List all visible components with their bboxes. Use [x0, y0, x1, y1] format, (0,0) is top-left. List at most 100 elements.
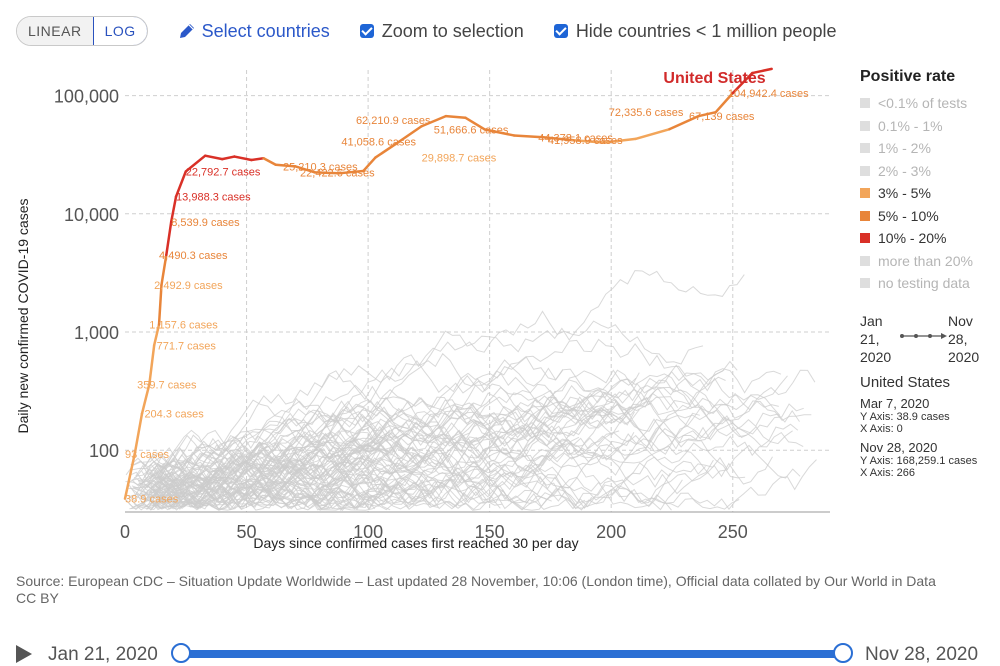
- legend-item[interactable]: 1% - 2%: [860, 137, 1000, 160]
- legend-swatch: [860, 166, 870, 176]
- log-scale-button[interactable]: LOG: [93, 16, 148, 46]
- zoom-to-selection-label: Zoom to selection: [382, 21, 524, 42]
- series-end-x: X Axis: 266: [860, 467, 995, 479]
- series-start-date: Mar 7, 2020: [860, 397, 995, 411]
- series-end-info: Nov 28, 2020 Y Axis: 168,259.1 cases X A…: [860, 441, 995, 479]
- data-label: 72,335.6 cases: [609, 107, 684, 119]
- timeline-end-handle[interactable]: [833, 643, 853, 663]
- us-series-segment: [234, 157, 251, 160]
- us-series-segment: [636, 129, 670, 139]
- range-start-year: 2020: [860, 348, 891, 366]
- data-label: 93 cases: [125, 449, 170, 461]
- license-text: CC BY: [16, 590, 936, 607]
- legend-item-label: 0.1% - 1%: [878, 118, 943, 134]
- hide-small-countries-checkbox[interactable]: Hide countries < 1 million people: [554, 21, 837, 42]
- arrow-right-icon: [900, 332, 948, 340]
- legend-swatch: [860, 121, 870, 131]
- legend-item-label: 5% - 10%: [878, 208, 939, 224]
- us-series-segment: [251, 158, 263, 160]
- timeline-track[interactable]: [180, 650, 842, 658]
- legend-swatch: [860, 233, 870, 243]
- legend-item[interactable]: no testing data: [860, 272, 1000, 295]
- data-label: 67,139 cases: [689, 111, 755, 123]
- source-text: Source: European CDC – Situation Update …: [16, 573, 936, 590]
- data-label: 4,490.3 cases: [159, 250, 228, 262]
- y-tick-label: 10,000: [64, 205, 119, 225]
- data-label: 41,958.9 cases: [548, 135, 623, 147]
- range-start-month: Jan: [860, 312, 891, 330]
- legend-item[interactable]: 10% - 20%: [860, 227, 1000, 250]
- data-label: 62,210.9 cases: [356, 115, 431, 127]
- legend-item[interactable]: <0.1% of tests: [860, 92, 1000, 115]
- us-series-segment: [264, 158, 276, 164]
- range-end-date: Nov 28, 2020: [948, 312, 979, 366]
- legend-item[interactable]: 5% - 10%: [860, 205, 1000, 228]
- legend-items: <0.1% of tests 0.1% - 1% 1% - 2% 2% - 3% 3% …: [860, 92, 1000, 295]
- timeline-start-handle[interactable]: [171, 643, 191, 663]
- us-series-segment: [446, 116, 465, 118]
- legend-swatch: [860, 98, 870, 108]
- range-end-year: 2020: [948, 348, 979, 366]
- data-label: 1,157.6 cases: [149, 319, 218, 331]
- legend-item-label: 1% - 2%: [878, 140, 931, 156]
- checkbox-checked-icon: [554, 24, 568, 38]
- series-start-y: Y Axis: 38.9 cases: [860, 411, 995, 423]
- data-label: 13,988.3 cases: [176, 192, 251, 204]
- data-labels: 38.9 cases 93 cases 204.3 cases 359.7 cases…: [125, 88, 809, 506]
- y-axis-title: Daily new confirmed COVID-19 cases: [15, 199, 31, 434]
- source-note: Source: European CDC – Situation Update …: [16, 573, 936, 607]
- data-label: 771.7 cases: [157, 340, 217, 352]
- series-start-x: X Axis: 0: [860, 423, 995, 435]
- scale-toggle: LINEAR LOG: [16, 16, 148, 46]
- legend-swatch: [860, 188, 870, 198]
- data-label: 104,942.4 cases: [728, 88, 809, 100]
- legend-item[interactable]: 3% - 5%: [860, 182, 1000, 205]
- hide-small-countries-label: Hide countries < 1 million people: [576, 21, 837, 42]
- legend-swatch: [860, 278, 870, 288]
- select-countries-button[interactable]: Select countries: [178, 21, 330, 42]
- range-end-month: Nov: [948, 312, 979, 330]
- series-info-country: United States: [860, 374, 995, 391]
- data-label: 2,492.9 cases: [154, 280, 223, 292]
- data-label: 51,666.6 cases: [434, 124, 509, 136]
- legend-item-label: 2% - 3%: [878, 163, 931, 179]
- legend-swatch: [860, 211, 870, 221]
- data-label: 38.9 cases: [125, 494, 179, 506]
- x-tick-label: 250: [718, 522, 748, 542]
- checkbox-checked-icon: [360, 24, 374, 38]
- data-label: 8,539.9 cases: [171, 217, 240, 229]
- legend-swatch: [860, 143, 870, 153]
- legend-item-label: more than 20%: [878, 253, 973, 269]
- data-label: 359.7 cases: [137, 379, 197, 391]
- legend-item-label: 3% - 5%: [878, 185, 931, 201]
- chart-controls: LINEAR LOG Select countries Zoom to sele…: [16, 16, 836, 46]
- range-start-day: 21,: [860, 330, 891, 348]
- us-series-segment: [205, 156, 222, 159]
- data-label: 29,898.7 cases: [422, 153, 497, 165]
- y-tick-label: 100,000: [54, 87, 119, 107]
- legend-item-label: 10% - 20%: [878, 230, 946, 246]
- series-end-y: Y Axis: 168,259.1 cases: [860, 455, 995, 467]
- range-start-date: Jan 21, 2020: [860, 312, 891, 366]
- legend-title: Positive rate: [860, 68, 1000, 86]
- data-label: 204.3 cases: [144, 409, 204, 421]
- legend-item[interactable]: 2% - 3%: [860, 160, 1000, 183]
- series-end-date: Nov 28, 2020: [860, 441, 995, 455]
- series-start-info: Mar 7, 2020 Y Axis: 38.9 cases X Axis: 0: [860, 397, 995, 435]
- x-axis-title: Days since confirmed cases first reached…: [253, 535, 578, 551]
- timeline: Jan 21, 2020 Nov 28, 2020: [0, 636, 1000, 663]
- x-tick-label: 200: [596, 522, 626, 542]
- data-label: 22,792.7 cases: [186, 166, 261, 178]
- linear-scale-button[interactable]: LINEAR: [17, 17, 93, 45]
- legend-item[interactable]: 0.1% - 1%: [860, 115, 1000, 138]
- data-label: 22,422.6 cases: [300, 167, 375, 179]
- series-info-panel: United States Mar 7, 2020 Y Axis: 38.9 c…: [860, 374, 995, 485]
- x-tick-label: 0: [120, 522, 130, 542]
- legend-item[interactable]: more than 20%: [860, 250, 1000, 273]
- play-icon[interactable]: [16, 645, 32, 663]
- us-series-segment: [135, 414, 142, 454]
- zoom-to-selection-checkbox[interactable]: Zoom to selection: [360, 21, 524, 42]
- select-countries-label: Select countries: [202, 21, 330, 42]
- legend-item-label: no testing data: [878, 275, 970, 291]
